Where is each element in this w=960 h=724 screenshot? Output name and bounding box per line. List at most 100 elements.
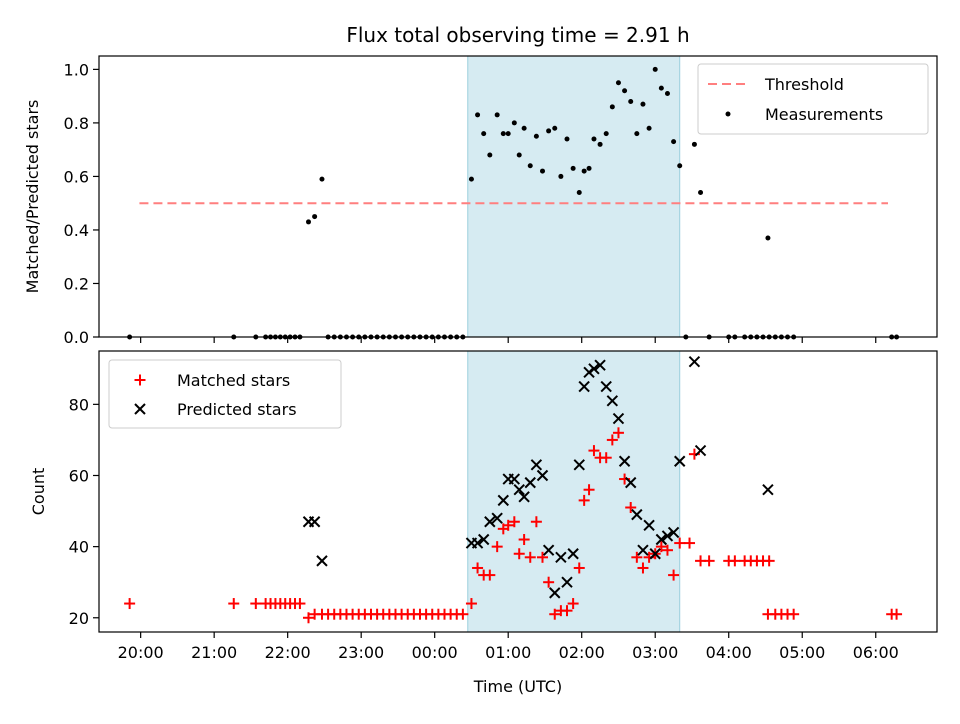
matched-star-point: [578, 494, 590, 506]
matched-star-point: [703, 555, 715, 567]
x-tick-label: 21:00: [191, 643, 237, 662]
measurement-point: [511, 120, 517, 126]
measurement-point: [646, 125, 652, 131]
predicted-stars-points: [302, 355, 774, 599]
bottom-y-ticks: 20 40 60 80: [69, 395, 99, 628]
predicted-star-point: [524, 476, 536, 489]
legend-measurements-label: Measurements: [765, 105, 883, 124]
measurement-point: [765, 235, 771, 241]
top-legend: Threshold Measurements: [697, 63, 929, 135]
predicted-star-point: [513, 484, 525, 496]
predicted-star-point: [578, 380, 590, 393]
measurement-point: [505, 131, 511, 137]
matched-star-point: [537, 551, 549, 563]
measurement-point: [540, 168, 546, 174]
measurement-point: [527, 163, 533, 169]
predicted-star-point: [542, 544, 555, 556]
matched-star-point: [502, 519, 514, 531]
bottom-observing-interval-shade: [467, 350, 681, 633]
matched-star-point: [124, 598, 136, 610]
x-axis-label: Time (UTC): [473, 677, 562, 696]
matched-star-point: [637, 562, 649, 574]
predicted-star-point: [618, 455, 631, 467]
matched-star-point: [524, 551, 536, 563]
predicted-star-point: [606, 395, 619, 407]
x-tick-label: 06:00: [853, 643, 899, 662]
matched-star-point: [631, 551, 643, 563]
x-tick-label: 20:00: [118, 643, 164, 662]
measurement-point: [546, 128, 552, 134]
matched-star-point: [549, 608, 561, 620]
matched-star-point: [508, 516, 520, 528]
matched-star-point: [668, 569, 680, 581]
measurement-point: [564, 136, 570, 142]
top-points: [127, 66, 900, 340]
predicted-star-point: [484, 516, 496, 528]
measurement-point: [597, 141, 603, 147]
x-tick-label: 01:00: [485, 643, 531, 662]
top-x-ticks: [140, 337, 877, 343]
measurement-point: [521, 125, 527, 131]
predicted-star-point: [508, 473, 521, 485]
measurement-point: [500, 131, 506, 137]
matched-star-point: [573, 562, 585, 574]
bottom-x-ticks: 20:00 21:00 22:00 23:00 00:00 01:00 02:00 03:00…: [118, 632, 899, 662]
top-y-ticks: 0.0 0.2 0.4 0.6 0.8 1.0: [64, 60, 99, 347]
predicted-star-point: [477, 533, 490, 546]
matched-star-point: [250, 598, 262, 610]
predicted-star-point: [573, 459, 585, 471]
top-y-tick-label: 0.4: [64, 221, 89, 240]
predicted-star-point: [316, 555, 328, 567]
top-y-tick-label: 0.0: [64, 328, 89, 347]
matched-star-point: [561, 605, 573, 617]
bottom-y-tick-label: 40: [69, 538, 89, 557]
legend-predicted-swatch: [134, 403, 146, 415]
measurement-point: [640, 101, 646, 107]
matched-star-point: [661, 544, 673, 556]
predicted-star-point: [491, 512, 503, 524]
top-observing-interval-shade: [467, 55, 681, 338]
x-tick-label: 00:00: [412, 643, 458, 662]
measurement-point: [615, 80, 621, 86]
measurement-point: [487, 152, 493, 158]
predicted-star-point: [762, 484, 774, 496]
bottom-axes-frame: [98, 350, 938, 633]
matched-stars-points: [124, 427, 903, 624]
measurement-point: [558, 173, 564, 179]
x-tick-label: 05:00: [779, 643, 825, 662]
predicted-star-point: [471, 537, 484, 549]
measurement-point: [552, 125, 558, 131]
predicted-star-point: [518, 491, 530, 503]
predicted-star-point: [588, 363, 600, 375]
measurement-point: [516, 152, 522, 158]
matched-star-point: [891, 608, 903, 620]
predicted-star-point: [530, 459, 543, 471]
measurement-point: [691, 141, 697, 147]
top-y-axis-label: Matched/Predicted stars: [23, 100, 42, 294]
matched-star-point: [484, 569, 496, 581]
predicted-star-point: [612, 412, 625, 425]
predicted-star-point: [594, 359, 606, 371]
bottom-y-tick-label: 80: [69, 395, 89, 414]
matched-star-point: [606, 434, 618, 446]
measurement-point: [481, 131, 487, 137]
matched-star-point: [625, 502, 637, 514]
chart-title: Flux total observing time = 2.91 h: [346, 23, 689, 47]
legend-threshold-label: Threshold: [764, 75, 844, 94]
matched-star-point: [674, 537, 686, 549]
measurement-point: [698, 189, 704, 195]
top-y-tick-label: 1.0: [64, 60, 89, 79]
matched-star-point: [763, 555, 775, 567]
top-panel: 0.0 0.2 0.4 0.6 0.8 1.0 Flux total observing …: [23, 23, 938, 347]
measurement-point: [658, 85, 664, 91]
bottom-y-tick-label: 20: [69, 609, 89, 628]
matched-star-point: [457, 608, 469, 620]
predicted-star-point: [694, 444, 707, 457]
predicted-star-point: [625, 476, 637, 489]
bottom-panel: 20 40 60 80 20:00 21:00 22:00 23:00 00:00 01:00 0…: [29, 350, 938, 696]
predicted-star-point: [308, 516, 321, 528]
measurement-point: [609, 104, 615, 110]
measurement-point: [581, 168, 587, 174]
measurement-point: [319, 176, 325, 182]
measurement-point: [306, 219, 311, 225]
